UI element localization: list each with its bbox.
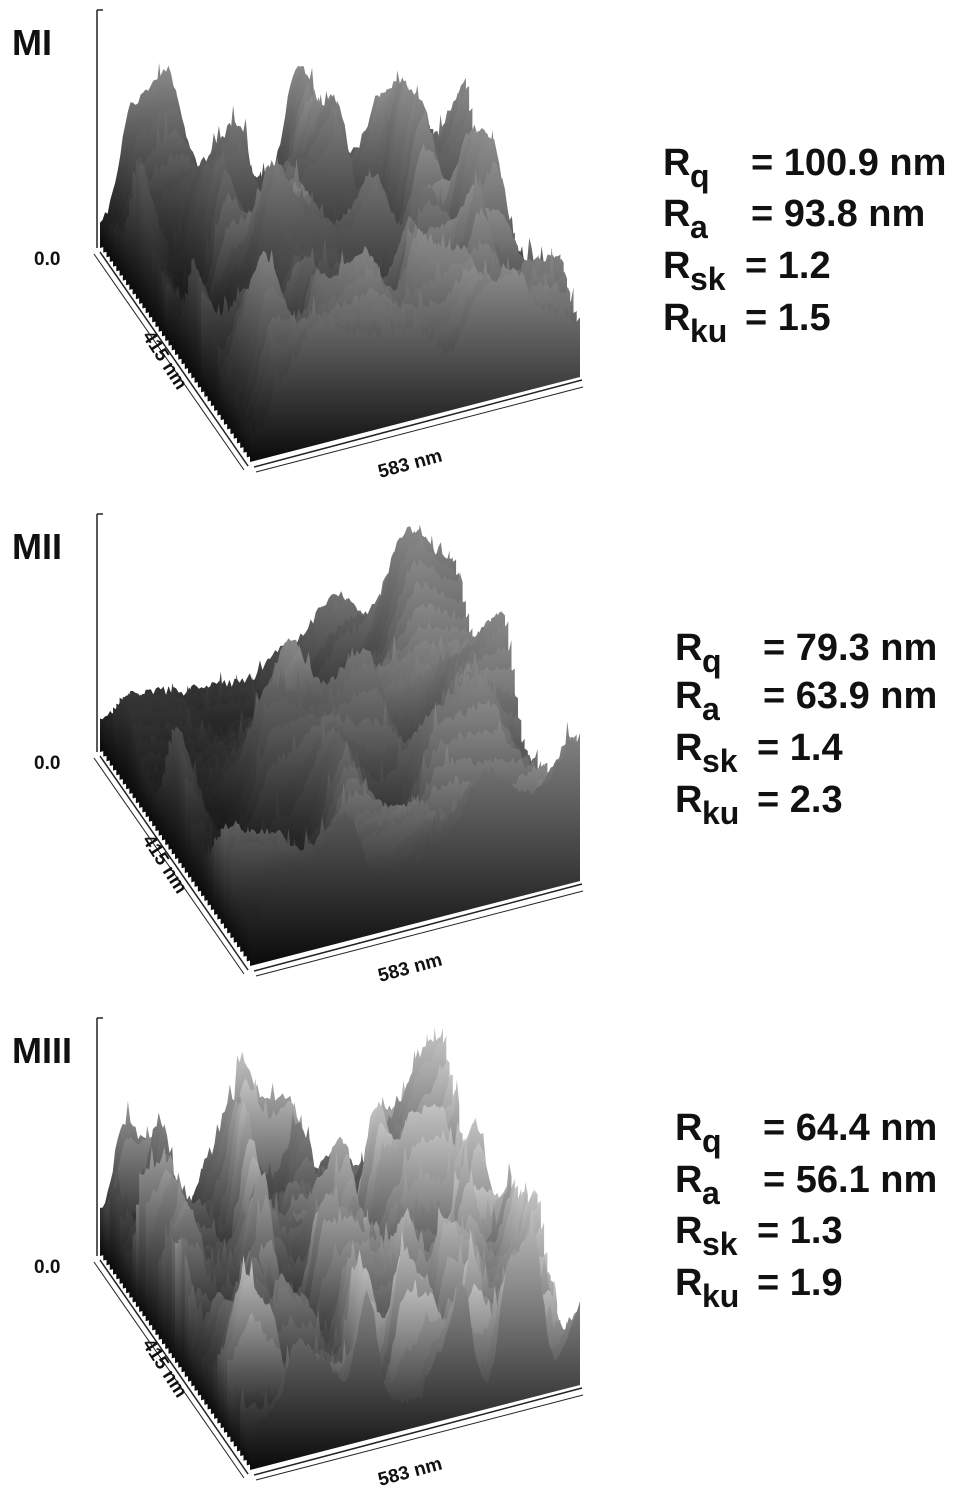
- panel-label: MIII: [12, 1030, 72, 1071]
- parameter-symbol: R: [675, 727, 702, 769]
- parameter-subscript: sk: [702, 743, 738, 779]
- parameter-symbol: R: [675, 1262, 702, 1304]
- parameter-symbol: R: [663, 297, 690, 339]
- parameter-value: = 1.3: [757, 1210, 843, 1252]
- z-axis-label: 0.0: [34, 753, 60, 774]
- z-axis-label: 0.0: [34, 249, 60, 270]
- parameter-subscript: a: [690, 209, 708, 245]
- parameter-value: = 1.2: [745, 245, 831, 287]
- parameter-value: = 63.9 nm: [763, 675, 937, 717]
- parameter-subscript: sk: [702, 1226, 738, 1262]
- figure: MI0.0415 nm583 nmRq= 100.9 nmRa= 93.8 nm…: [0, 0, 967, 1489]
- parameter-value: = 56.1 nm: [763, 1159, 937, 1201]
- panel-label: MI: [12, 22, 52, 63]
- parameter-symbol: R: [675, 1159, 702, 1201]
- parameter-symbol: R: [663, 193, 690, 235]
- parameter-value: = 1.9: [757, 1262, 843, 1304]
- parameter-subscript: ku: [702, 1278, 739, 1314]
- parameter-value: = 64.4 nm: [763, 1107, 937, 1149]
- panel-label: MII: [12, 526, 62, 567]
- parameter-value: = 100.9 nm: [751, 142, 946, 184]
- parameter-value: = 2.3: [757, 779, 843, 821]
- parameter-value: = 79.3 nm: [763, 627, 937, 669]
- x-axis-label: 583 nm: [376, 446, 445, 483]
- x-axis-label: 583 nm: [376, 950, 445, 987]
- parameter-subscript: q: [690, 158, 710, 194]
- parameter-symbol: R: [675, 675, 702, 717]
- x-axis-label: 583 nm: [376, 1454, 445, 1489]
- z-axis-label: 0.0: [34, 1257, 60, 1278]
- parameter-subscript: sk: [690, 261, 726, 297]
- parameter-subscript: ku: [690, 313, 727, 349]
- parameter-subscript: ku: [702, 795, 739, 831]
- parameter-symbol: R: [675, 1210, 702, 1252]
- parameter-symbol: R: [675, 779, 702, 821]
- parameter-value: = 1.5: [745, 297, 831, 339]
- parameter-symbol: R: [663, 245, 690, 287]
- parameter-symbol: R: [663, 142, 690, 184]
- parameter-subscript: a: [702, 691, 720, 727]
- parameter-subscript: q: [702, 1123, 722, 1159]
- parameter-symbol: R: [675, 627, 702, 669]
- parameter-value: = 93.8 nm: [751, 193, 925, 235]
- parameter-symbol: R: [675, 1107, 702, 1149]
- parameter-subscript: q: [702, 643, 722, 679]
- parameter-subscript: a: [702, 1175, 720, 1211]
- parameter-value: = 1.4: [757, 727, 843, 769]
